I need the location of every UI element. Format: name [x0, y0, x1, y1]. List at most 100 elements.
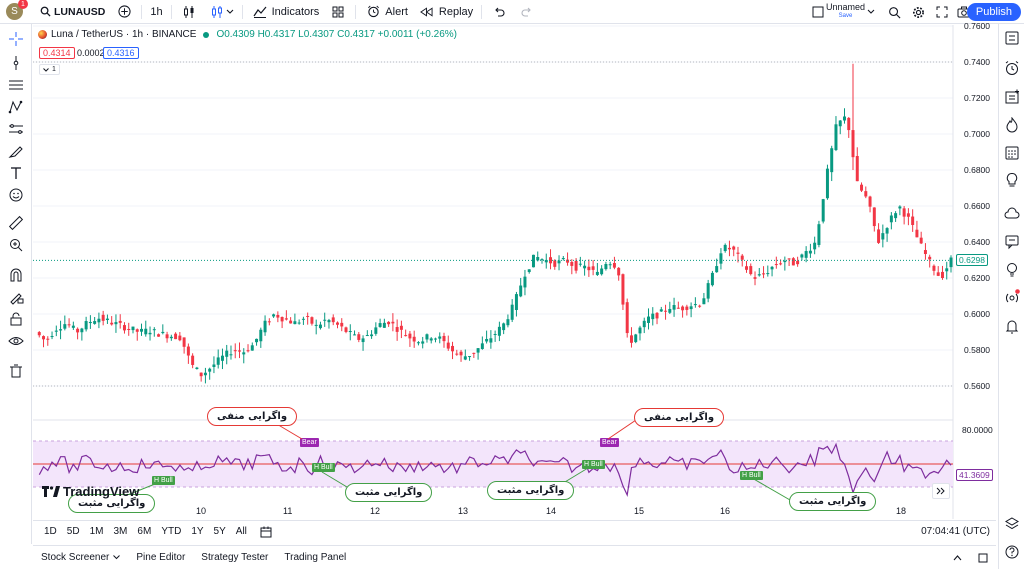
tab-pine-editor[interactable]: Pine Editor [136, 552, 186, 563]
hbull-tag: H Bull [312, 463, 335, 472]
notifications-bulb-icon[interactable] [1002, 259, 1022, 279]
ruler-icon[interactable] [6, 213, 26, 233]
date-range-icon[interactable] [260, 526, 272, 538]
chart-type-dropdown[interactable] [203, 0, 239, 24]
timeframe-1m-button[interactable]: 1M [89, 526, 104, 537]
price-chart[interactable] [33, 25, 996, 519]
compare-symbol-button[interactable] [110, 0, 138, 24]
timeframe-1d-button[interactable]: 1D [44, 526, 57, 537]
layout-name[interactable]: Unnamed Save [826, 2, 866, 20]
tradingview-logo[interactable]: TradingView [42, 484, 139, 499]
hotlist-fire-icon[interactable] [1002, 115, 1022, 135]
alarm-clock-icon[interactable] [1002, 58, 1022, 78]
candle-body [42, 336, 46, 340]
candle-body [442, 335, 446, 342]
candle-body [557, 260, 561, 264]
expand-panel-icon[interactable] [978, 553, 988, 563]
candle-body [433, 338, 437, 340]
utc-clock[interactable]: 07:04:41 (UTC) [921, 526, 990, 537]
pattern-icon[interactable] [6, 97, 26, 117]
calendar-icon[interactable] [1002, 143, 1022, 163]
zoom-in-icon[interactable] [6, 235, 26, 255]
fullscreen-icon[interactable] [933, 3, 951, 21]
replay-button[interactable]: Replay [413, 0, 478, 24]
redo-button[interactable] [513, 0, 541, 24]
timeframe-ytd-button[interactable]: YTD [161, 526, 182, 537]
layout-select[interactable] [804, 0, 832, 24]
layers-icon[interactable] [1002, 514, 1022, 534]
lock-icon[interactable] [6, 309, 26, 329]
candle-body [877, 229, 881, 243]
buy-price-button[interactable]: 0.4316 [103, 47, 139, 59]
candle-body [233, 350, 237, 352]
gear-icon[interactable] [909, 3, 927, 21]
crosshair-icon[interactable] [6, 29, 26, 49]
chart-type-candles-button[interactable] [175, 0, 203, 24]
trend-line-icon[interactable] [6, 53, 26, 73]
broadcast-icon[interactable] [1002, 287, 1022, 307]
candle-body [216, 357, 220, 365]
time-tick-label: 11 [283, 506, 293, 516]
brush-icon[interactable] [6, 141, 26, 161]
candle-body [770, 266, 774, 270]
scroll-to-realtime-button[interactable] [932, 483, 950, 499]
tab-stock-screener[interactable]: Stock Screener [33, 552, 128, 563]
timeframe-all-button[interactable]: All [235, 526, 247, 537]
maximize-panel-icon[interactable] [953, 554, 962, 561]
ideas-lightbulb-icon[interactable] [1002, 170, 1022, 190]
templates-button[interactable] [324, 0, 352, 24]
timeframe-6m-button[interactable]: 6M [137, 526, 152, 537]
candle-body [808, 250, 812, 254]
user-avatar[interactable]: S 1 [6, 0, 28, 20]
collapse-indicators-button[interactable]: 1 [39, 64, 60, 75]
negative-divergence-callout: واگرایی منفی [634, 408, 725, 427]
chevron-down-icon[interactable] [866, 3, 876, 21]
bell-icon[interactable] [1002, 316, 1022, 336]
candle-body [353, 334, 357, 336]
timeframe-5d-button[interactable]: 5D [66, 526, 80, 537]
eye-icon[interactable] [6, 331, 26, 351]
help-icon[interactable] [1002, 542, 1022, 562]
quick-search-icon[interactable] [885, 3, 903, 21]
sell-price-button[interactable]: 0.4314 [39, 47, 75, 59]
candle-body [118, 320, 122, 323]
trash-icon[interactable] [6, 361, 26, 381]
candle-body [693, 304, 697, 306]
indicators-button[interactable]: Indicators [246, 0, 325, 24]
timeframe-5y-button[interactable]: 5Y [213, 526, 226, 537]
timeframe-3m-button[interactable]: 3M [113, 526, 128, 537]
candle-body [923, 250, 927, 255]
publish-button[interactable]: Publish [966, 3, 1021, 21]
forecast-icon[interactable] [6, 119, 26, 139]
positive-divergence-callout: واگرایی مثبت [487, 481, 575, 500]
emoji-icon[interactable] [6, 185, 26, 205]
positive-divergence-callout: واگرایی مثبت [68, 494, 156, 513]
candle-body [140, 328, 144, 332]
data-window-icon[interactable] [1002, 87, 1022, 107]
magnet-icon[interactable] [6, 265, 26, 285]
watchlist-icon[interactable] [1002, 28, 1022, 48]
text-icon[interactable] [6, 163, 26, 183]
undo-button[interactable] [485, 0, 513, 24]
symbol-search-button[interactable]: LUNAUSD [31, 0, 110, 24]
candle-body [59, 329, 63, 331]
horizontal-lines-icon[interactable] [6, 75, 26, 95]
candle-body [310, 317, 314, 324]
candle-body [608, 264, 612, 266]
interval-button[interactable]: 1h [150, 5, 163, 18]
candle-body [625, 302, 629, 334]
time-tick-label: 15 [634, 506, 645, 516]
tab-strategy-tester[interactable]: Strategy Tester [201, 552, 269, 563]
timeframe-1y-button[interactable]: 1Y [191, 526, 204, 537]
candle-body [327, 320, 331, 323]
alert-button[interactable]: Alert [359, 0, 413, 24]
lock-drawing-icon[interactable] [6, 287, 26, 307]
chat-icon[interactable] [1002, 232, 1022, 252]
streams-cloud-icon[interactable] [1002, 204, 1022, 224]
hbull-tag: H Bull [152, 476, 175, 485]
time-tick-label: 16 [720, 506, 731, 516]
candle-body [523, 276, 527, 288]
market-open-dot [203, 31, 210, 38]
tab-trading-panel[interactable]: Trading Panel [284, 552, 347, 563]
candle-body [514, 294, 518, 310]
